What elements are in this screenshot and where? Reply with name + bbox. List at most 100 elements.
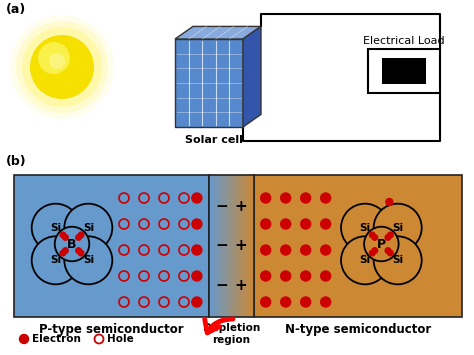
Bar: [238, 175, 240, 317]
Text: Si: Si: [83, 223, 94, 233]
Circle shape: [76, 248, 82, 253]
Circle shape: [261, 245, 271, 255]
Text: Si: Si: [50, 223, 61, 233]
Circle shape: [321, 245, 331, 255]
Bar: [247, 175, 248, 317]
Bar: [243, 175, 244, 317]
Bar: [229, 175, 231, 317]
Bar: [227, 175, 228, 317]
Text: +: +: [235, 239, 247, 253]
Circle shape: [301, 245, 310, 255]
Bar: [14, 175, 209, 317]
Circle shape: [78, 232, 84, 238]
Bar: [250, 175, 252, 317]
Circle shape: [374, 204, 422, 252]
Bar: [220, 175, 222, 317]
Circle shape: [321, 219, 331, 229]
Bar: [249, 175, 251, 317]
Circle shape: [192, 297, 202, 307]
Circle shape: [364, 227, 399, 261]
Bar: [239, 175, 241, 317]
Circle shape: [19, 334, 28, 344]
Circle shape: [281, 219, 291, 229]
Circle shape: [281, 245, 291, 255]
Text: Si: Si: [50, 255, 61, 265]
Bar: [211, 175, 213, 317]
Circle shape: [32, 204, 80, 252]
Circle shape: [388, 250, 393, 256]
Bar: [231, 175, 233, 317]
Circle shape: [64, 236, 112, 284]
Text: P: P: [377, 237, 386, 251]
Circle shape: [369, 232, 375, 238]
Circle shape: [192, 271, 202, 281]
Text: Si: Si: [392, 255, 403, 265]
Text: Electrical Load: Electrical Load: [363, 36, 445, 46]
Bar: [248, 175, 250, 317]
Circle shape: [385, 235, 391, 240]
Bar: [230, 175, 232, 317]
Circle shape: [32, 236, 80, 284]
Bar: [383, 58, 426, 84]
Circle shape: [38, 42, 70, 74]
Bar: [209, 175, 210, 317]
Circle shape: [301, 297, 310, 307]
Circle shape: [76, 235, 82, 240]
Circle shape: [321, 193, 331, 203]
Polygon shape: [175, 39, 243, 127]
Circle shape: [261, 271, 271, 281]
Circle shape: [301, 193, 310, 203]
Circle shape: [30, 35, 94, 99]
Bar: [234, 175, 235, 317]
Bar: [209, 175, 254, 317]
Circle shape: [192, 245, 202, 255]
Circle shape: [372, 248, 378, 253]
Circle shape: [60, 232, 66, 238]
Bar: [222, 175, 224, 317]
Polygon shape: [175, 26, 261, 39]
Circle shape: [63, 235, 68, 240]
Text: Solar cell: Solar cell: [185, 135, 243, 145]
Circle shape: [341, 236, 389, 284]
Text: −: −: [215, 199, 228, 214]
Text: (a): (a): [6, 3, 26, 16]
Circle shape: [281, 271, 291, 281]
Text: (b): (b): [6, 155, 27, 168]
Bar: [232, 175, 234, 317]
Bar: [217, 175, 219, 317]
Polygon shape: [243, 26, 261, 127]
Bar: [236, 175, 237, 317]
FancyArrowPatch shape: [205, 319, 233, 333]
Bar: [210, 175, 211, 317]
Bar: [237, 175, 238, 317]
Circle shape: [341, 204, 389, 252]
Text: N-type semiconductor: N-type semiconductor: [285, 323, 431, 336]
Text: P-type semiconductor: P-type semiconductor: [39, 323, 184, 336]
Circle shape: [64, 204, 112, 252]
Circle shape: [321, 271, 331, 281]
Circle shape: [10, 15, 114, 119]
Circle shape: [261, 219, 271, 229]
Text: B: B: [67, 237, 77, 251]
Text: Depletion
region: Depletion region: [203, 323, 260, 345]
Text: Hole: Hole: [107, 334, 134, 344]
Bar: [253, 175, 254, 317]
Text: Si: Si: [83, 255, 94, 265]
Text: Si: Si: [359, 255, 371, 265]
Bar: [254, 175, 462, 317]
Text: +: +: [235, 278, 247, 293]
Text: Si: Si: [392, 223, 403, 233]
Circle shape: [78, 250, 84, 256]
Circle shape: [385, 248, 391, 253]
Bar: [219, 175, 220, 317]
Circle shape: [369, 250, 375, 256]
Circle shape: [261, 193, 271, 203]
Circle shape: [301, 219, 310, 229]
Circle shape: [321, 297, 331, 307]
Circle shape: [261, 297, 271, 307]
Bar: [228, 175, 229, 317]
Circle shape: [301, 271, 310, 281]
Bar: [223, 175, 225, 317]
Circle shape: [192, 219, 202, 229]
Circle shape: [281, 193, 291, 203]
